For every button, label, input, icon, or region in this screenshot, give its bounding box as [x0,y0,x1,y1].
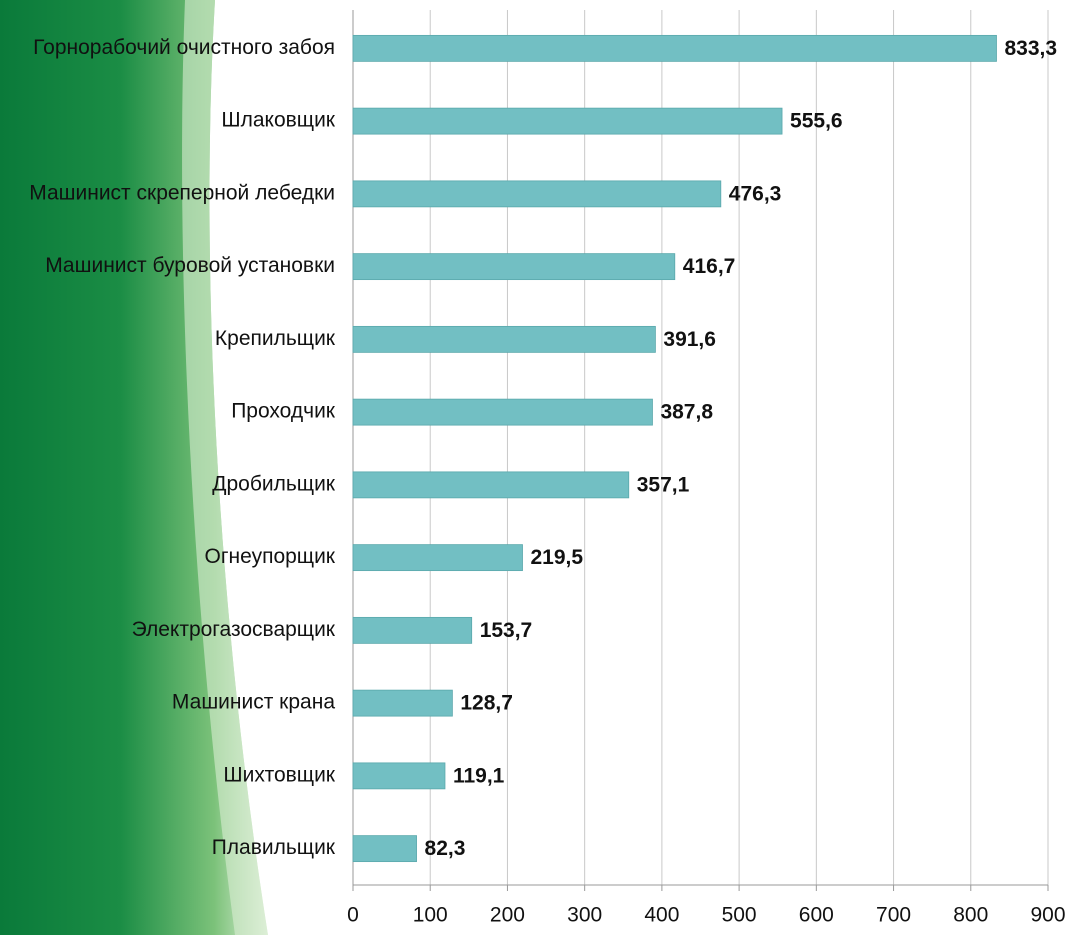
x-tick-label: 100 [413,904,448,927]
x-tick-label: 0 [347,904,359,927]
bar [352,34,997,62]
data-label: 219,5 [531,546,584,569]
y-tick-label: Машинист крана [172,691,335,714]
data-label: 391,6 [663,328,716,351]
x-tick-label: 500 [722,904,757,927]
data-label: 128,7 [460,692,513,715]
x-tick-label: 300 [567,904,602,927]
bar [352,835,417,863]
y-tick-label: Огнеупорщик [205,545,336,568]
data-label: 555,6 [790,110,843,133]
x-tick-label: 700 [876,904,911,927]
x-tick-label: 200 [490,904,525,927]
bar [352,253,676,281]
bar [352,180,722,208]
y-tick-label: Крепильщик [215,327,336,350]
bar [352,762,446,790]
bar [352,616,473,644]
y-tick-label: Электрогазосварщик [132,618,336,641]
y-tick-label: Дробильщик [212,472,336,495]
bar [352,107,783,135]
y-tick-label: Шлаковщик [221,109,335,132]
bar [352,689,453,717]
data-label: 153,7 [480,619,533,642]
bar [352,398,653,426]
bar [352,471,630,499]
y-tick-label: Машинист скреперной лебедки [29,181,335,204]
data-label: 387,8 [660,401,713,424]
bar [352,544,523,572]
bar [352,325,656,353]
y-tick-label: Машинист буровой установки [45,254,335,277]
x-tick-label: 800 [953,904,988,927]
x-tick-label: 900 [1030,904,1065,927]
y-tick-label: Горнорабочий очистного забоя [33,36,335,59]
y-tick-label: Шихтовщик [223,763,335,786]
y-tick-label: Проходчик [231,400,336,423]
x-tick-label: 600 [799,904,834,927]
data-label: 476,3 [729,182,782,205]
x-tick-label: 400 [644,904,679,927]
data-label: 833,3 [1004,37,1057,60]
y-tick-label: Плавильщик [212,836,336,859]
background-decoration [182,0,268,935]
data-label: 416,7 [683,255,736,278]
data-label: 357,1 [637,473,690,496]
data-label: 119,1 [453,764,505,787]
data-label: 82,3 [425,837,466,860]
